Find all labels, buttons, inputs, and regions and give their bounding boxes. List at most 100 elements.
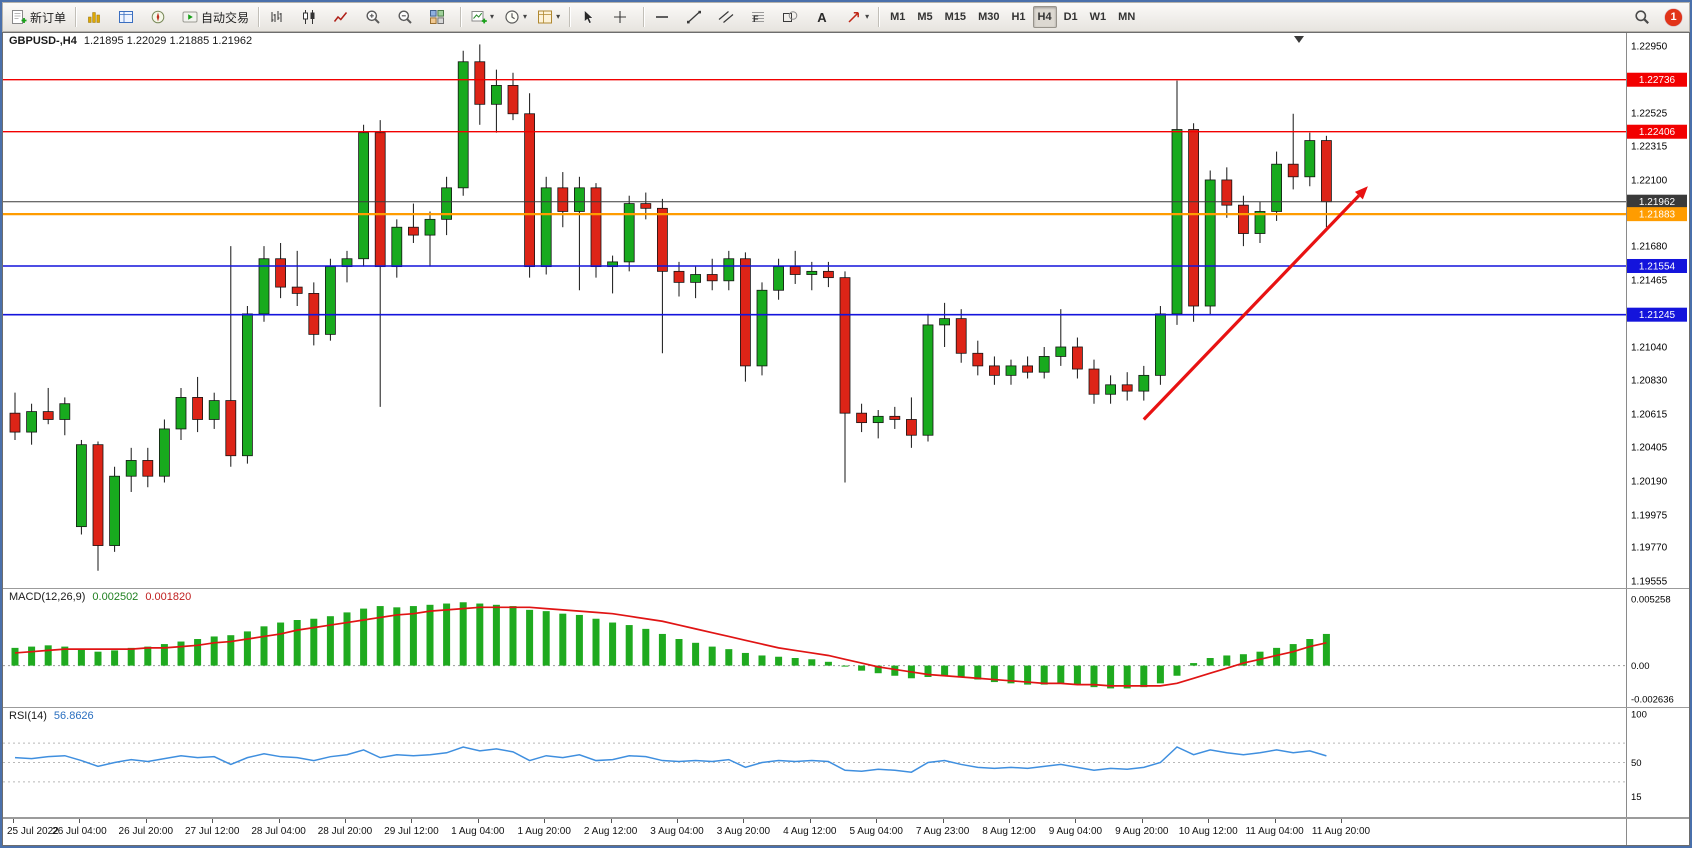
time-tick [477, 819, 479, 823]
tile-windows-button[interactable] [425, 4, 455, 30]
macd-signal-line [14, 606, 1327, 687]
svg-text:1.19975: 1.19975 [1631, 510, 1668, 521]
time-label: 25 Jul 2022 [7, 826, 59, 837]
line-chart-icon [333, 9, 349, 25]
templates-button[interactable]: ▾ [533, 4, 564, 30]
notification-badge[interactable]: 1 [1665, 8, 1682, 26]
svg-text:1.22100: 1.22100 [1631, 175, 1668, 186]
zoom-in-button[interactable] [361, 4, 391, 30]
time-tick [809, 819, 811, 823]
time-label: 7 Aug 23:00 [915, 826, 970, 837]
horizontal-lines[interactable] [3, 79, 1626, 316]
timeframe-m5-button[interactable]: M5 [917, 11, 933, 23]
svg-text:1.21554: 1.21554 [1639, 261, 1676, 272]
price-axis[interactable]: 1.22950 1.22525 1.22315 1.22100 1.21680 1.214… [1627, 42, 1687, 588]
time-label: 3 Aug 04:00 [650, 826, 704, 837]
arrow-tool-icon [846, 9, 862, 25]
cursor-button[interactable] [576, 4, 606, 30]
line-chart-button[interactable] [329, 4, 359, 30]
time-label: 26 Jul 20:00 [118, 826, 174, 837]
periods-button[interactable]: ▾ [500, 4, 531, 30]
autotrading-button[interactable]: 自动交易 [178, 4, 253, 30]
search-button[interactable] [1630, 4, 1660, 30]
time-label: 11 Aug 04:00 [1245, 826, 1304, 837]
macd-histogram [11, 602, 1330, 689]
rsi-canvas[interactable]: 100 50 15 [3, 708, 1689, 817]
time-label: 2 Aug 12:00 [583, 826, 638, 837]
navigator-button[interactable] [146, 4, 176, 30]
time-label: 1 Aug 20:00 [517, 826, 571, 837]
price-chart-canvas[interactable]: 1.22950 1.22525 1.22315 1.22100 1.21680 1.214… [3, 33, 1689, 588]
caret-down-icon: ▾ [490, 12, 495, 21]
time-tick [145, 819, 147, 823]
time-tick [1075, 819, 1077, 823]
timeframe-h1-button[interactable]: H1 [1011, 11, 1026, 23]
panel-splitter[interactable] [3, 588, 1689, 589]
time-tick [1141, 819, 1143, 823]
data-window-icon [118, 9, 134, 25]
svg-text:-0.002636: -0.002636 [1631, 695, 1674, 706]
rsi-panel[interactable]: 100 50 15 RSI(14) 56.8626 [3, 708, 1689, 817]
timeframe-m30-button[interactable]: M30 [978, 11, 1000, 23]
caret-down-icon: ▾ [523, 12, 528, 21]
time-label: 8 Aug 12:00 [982, 826, 1036, 837]
time-tick [1341, 819, 1342, 823]
svg-text:1.20405: 1.20405 [1631, 443, 1668, 454]
panel-splitter[interactable] [3, 707, 1689, 708]
tile-windows-icon [429, 9, 445, 25]
time-tick [942, 819, 944, 823]
caret-down-icon: ▾ [556, 12, 561, 21]
text-button[interactable]: A [810, 4, 840, 30]
market-watch-icon [86, 9, 102, 25]
zoom-out-button[interactable] [393, 4, 423, 30]
svg-text:A: A [817, 10, 827, 25]
crosshair-button[interactable] [608, 4, 638, 30]
time-label: 9 Aug 04:00 [1048, 826, 1103, 837]
navigator-icon [150, 9, 166, 25]
new-chart-button[interactable]: ▾ [467, 4, 498, 30]
channel-button[interactable] [714, 4, 744, 30]
new-order-button[interactable]: 新订单 [7, 4, 70, 30]
svg-text:1.19770: 1.19770 [1631, 543, 1668, 554]
search-icon [1634, 9, 1650, 25]
shapes-button[interactable] [778, 4, 808, 30]
time-label: 29 Jul 12:00 [384, 826, 439, 837]
trend-arrow[interactable] [1142, 186, 1368, 421]
data-window-button[interactable] [114, 4, 144, 30]
arrow-tool-button[interactable]: ▾ [842, 4, 873, 30]
timeframe-d1-button[interactable]: D1 [1063, 11, 1078, 23]
zoom-in-icon [365, 9, 381, 25]
axis-separator [1626, 819, 1627, 845]
svg-text:1.21040: 1.21040 [1631, 342, 1668, 353]
candlestick-button[interactable] [297, 4, 327, 30]
svg-text:1.22950: 1.22950 [1631, 42, 1668, 53]
main-chart-panel[interactable]: 1.22950 1.22525 1.22315 1.22100 1.21680 1.214… [3, 33, 1689, 588]
fibonacci-button[interactable]: F [746, 4, 776, 30]
macd-panel[interactable]: 0.005258 0.00 -0.002636 MACD(12,26,9) 0.00… [3, 589, 1689, 707]
bar-chart-button[interactable] [265, 4, 295, 30]
time-axis[interactable]: 25 Jul 2022 26 Jul 04:00 26 Jul 20:00 27 Ju… [3, 818, 1689, 845]
trendline-button[interactable] [682, 4, 712, 30]
cursor-icon [580, 9, 596, 25]
panel-splitter[interactable] [3, 817, 1689, 818]
timeframe-h4-button[interactable]: H4 [1032, 6, 1057, 28]
macd-canvas[interactable]: 0.005258 0.00 -0.002636 [3, 589, 1689, 707]
time-label: 28 Jul 04:00 [251, 826, 306, 837]
market-watch-button[interactable] [82, 4, 112, 30]
bar-chart-icon [269, 9, 285, 25]
svg-text:0.005258: 0.005258 [1631, 595, 1671, 606]
timeframe-w1-button[interactable]: W1 [1089, 11, 1107, 23]
toolbar-separator [569, 7, 572, 27]
hline-button[interactable] [650, 4, 680, 30]
time-tick [876, 819, 878, 823]
timeframe-mn-button[interactable]: MN [1118, 11, 1136, 23]
timeframe-m1-button[interactable]: M1 [890, 11, 906, 23]
chart-shift-marker[interactable] [1294, 36, 1304, 43]
time-tick [13, 819, 14, 823]
candles [9, 44, 1332, 571]
timeframe-m15-button[interactable]: M15 [944, 11, 967, 23]
periods-icon [504, 9, 520, 25]
svg-text:1.19555: 1.19555 [1631, 577, 1668, 588]
time-tick [1009, 819, 1010, 823]
time-tick [1208, 819, 1210, 823]
